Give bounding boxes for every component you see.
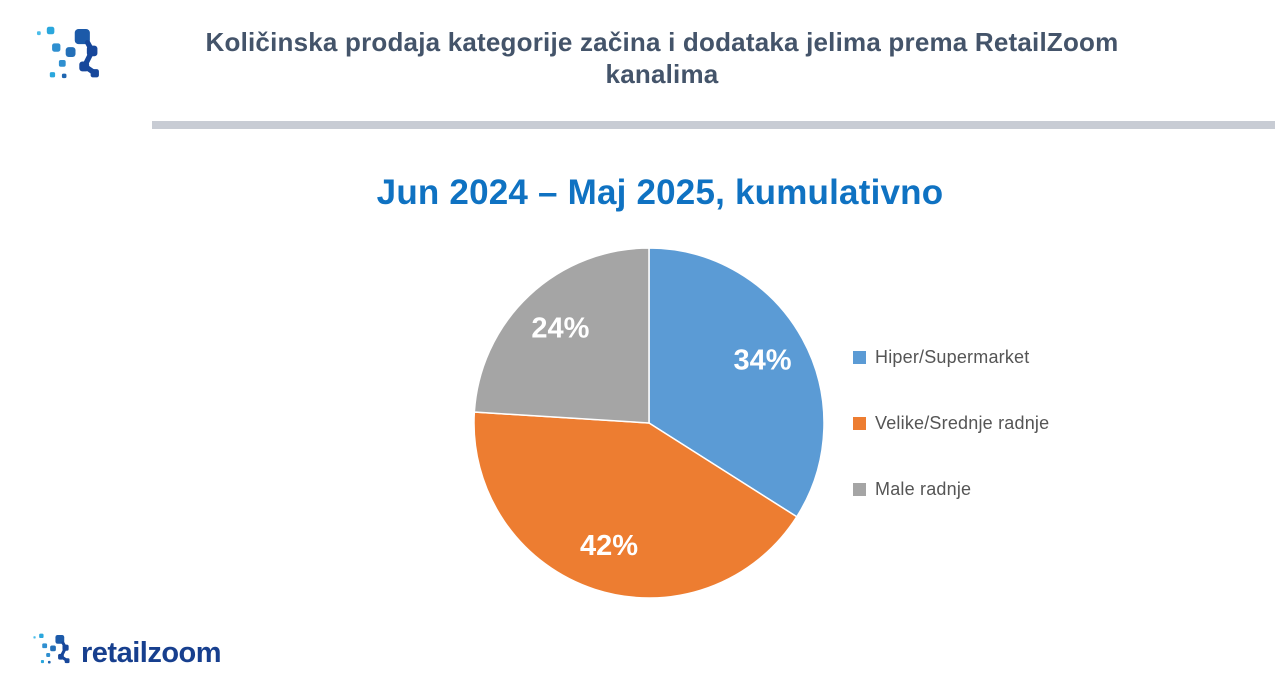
page-title: Količinska prodaja kategorije začina i d…	[44, 26, 1280, 90]
retailzoom-mark-icon	[33, 633, 72, 666]
pie-slice-label: 34%	[733, 345, 791, 377]
header-divider	[152, 121, 1275, 129]
legend-swatch-icon	[853, 483, 866, 496]
legend-item-male-radnje: Male radnje	[853, 479, 1049, 500]
legend-item-velike-srednje-radnje: Velike/Srednje radnje	[853, 413, 1049, 434]
footer-brand: retailzoom	[33, 633, 222, 673]
legend-swatch-icon	[853, 351, 866, 364]
brand-name: retailzoom	[81, 636, 222, 669]
legend: Hiper/Supermarket Velike/Srednje radnje …	[853, 347, 1049, 500]
chart-title: Jun 2024 – Maj 2025, kumulativno	[376, 173, 944, 212]
pie-slice-0	[648, 247, 825, 518]
pie-slice-label: 24%	[531, 313, 589, 345]
legend-label: Male radnje	[875, 479, 972, 499]
pie-chart: 34% 42% 24%	[473, 247, 825, 599]
legend-label: Velike/Srednje radnje	[875, 413, 1050, 433]
legend-swatch-icon	[853, 417, 866, 430]
pie-slice-1	[473, 411, 798, 599]
pie-slice-2	[473, 247, 650, 424]
page-title-line1: Količinska prodaja kategorije začina i d…	[205, 27, 1119, 57]
legend-item-hiper-supermarket: Hiper/Supermarket	[853, 347, 1049, 368]
legend-label: Hiper/Supermarket	[875, 347, 1030, 367]
page-title-line2: kanalima	[605, 59, 719, 89]
pie-slice-label: 42%	[580, 530, 638, 562]
